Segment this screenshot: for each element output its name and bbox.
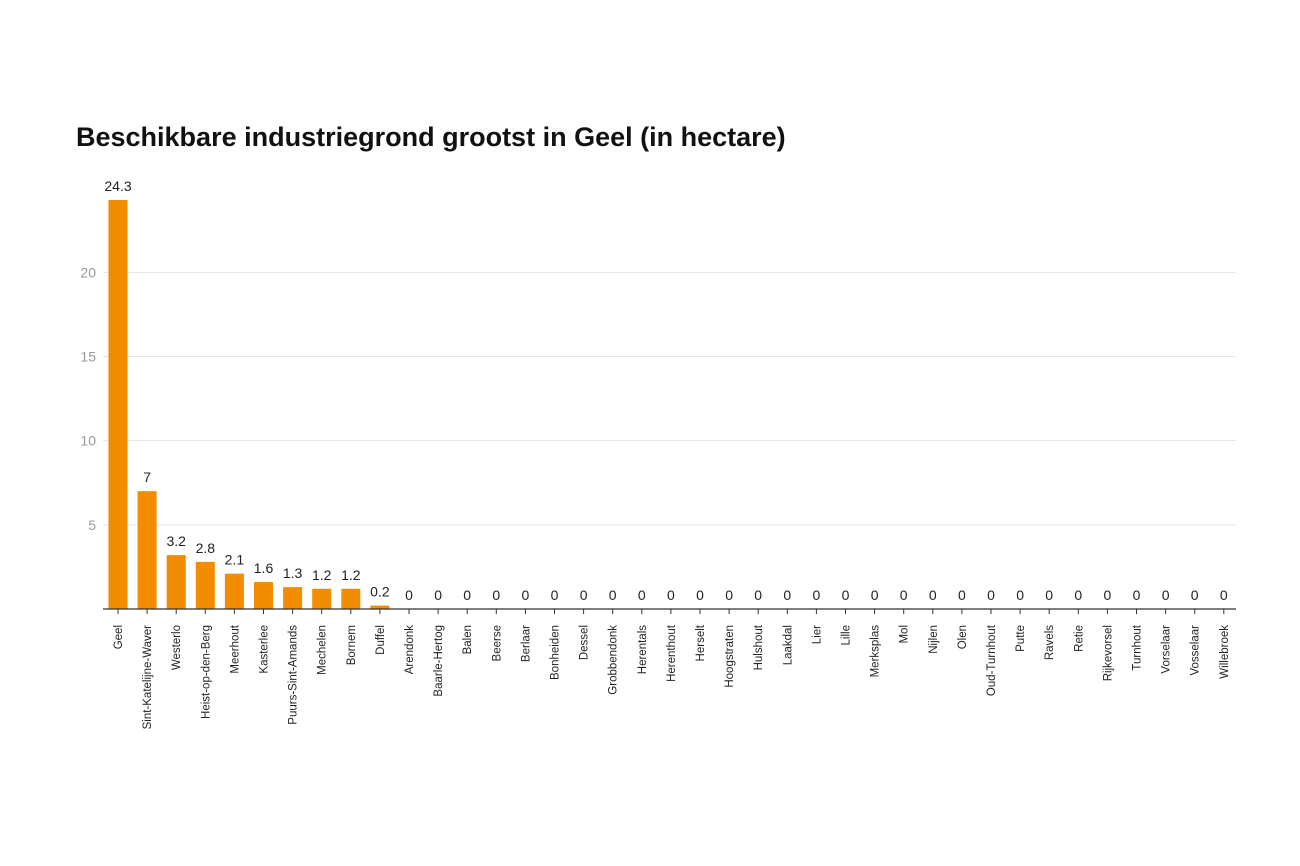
category-label: Herenthout xyxy=(666,624,678,682)
data-label: 0 xyxy=(783,587,791,603)
chart-title: Beschikbare industriegrond grootst in Ge… xyxy=(76,122,786,152)
labels: 5 10 15 20 24.3 Geel 7 Sint-Katelijne-Waver 3.2 W… xyxy=(80,178,1230,729)
bar xyxy=(108,200,128,609)
data-label: 0 xyxy=(929,587,937,603)
category-label: Berlaar xyxy=(520,625,532,662)
category-label: Geel xyxy=(113,625,125,649)
category-label: Turnhout xyxy=(1132,624,1144,670)
data-label: 1.6 xyxy=(254,560,274,576)
category-label: Kasterlee xyxy=(259,625,271,674)
y-tick-label: 10 xyxy=(80,433,96,449)
category-label: Oud-Turnhout xyxy=(986,624,998,696)
data-label: 0 xyxy=(1074,587,1082,603)
y-tick-label: 5 xyxy=(88,517,96,533)
category-label: Olen xyxy=(957,625,969,649)
data-label: 0 xyxy=(1045,587,1053,603)
category-label: Baarle-Hertog xyxy=(433,625,445,697)
data-label: 0 xyxy=(1016,587,1024,603)
category-label: Bornem xyxy=(346,625,358,665)
category-label: Putte xyxy=(1015,625,1027,652)
category-label: Vorselaar xyxy=(1161,625,1173,674)
category-label: Lille xyxy=(841,625,853,645)
bar xyxy=(341,588,361,609)
data-label: 0 xyxy=(1133,587,1141,603)
bar xyxy=(166,555,186,609)
category-label: Meerhout xyxy=(229,624,241,673)
bar xyxy=(283,587,303,609)
data-label: 0 xyxy=(1220,587,1228,603)
data-label: 2.8 xyxy=(196,540,216,556)
category-label: Retie xyxy=(1073,625,1085,652)
bar xyxy=(137,491,157,609)
category-label: Duffel xyxy=(375,625,387,655)
data-label: 0 xyxy=(871,587,879,603)
data-label: 0 xyxy=(638,587,646,603)
data-label: 0 xyxy=(987,587,995,603)
data-label: 0 xyxy=(725,587,733,603)
data-label: 0 xyxy=(492,587,500,603)
category-label: Lier xyxy=(811,625,823,644)
category-label: Hoogstraten xyxy=(724,625,736,688)
category-label: Nijlen xyxy=(928,625,940,654)
category-label: Puurs-Sint-Amands xyxy=(288,625,300,725)
data-label: 0 xyxy=(813,587,821,603)
bars xyxy=(108,200,390,609)
category-label: Willebroek xyxy=(1219,625,1231,679)
category-label: Arendonk xyxy=(404,625,416,674)
bar xyxy=(370,605,390,609)
category-label: Heist-op-den-Berg xyxy=(200,625,212,719)
data-label: 3.2 xyxy=(166,533,186,549)
category-label: Herentals xyxy=(637,625,649,674)
category-label: Westerlo xyxy=(171,625,183,670)
category-label: Rijkevorsel xyxy=(1102,625,1114,681)
category-label: Dessel xyxy=(579,625,591,660)
data-label: 1.2 xyxy=(341,567,361,583)
data-label: 0 xyxy=(667,587,675,603)
category-label: Herselt xyxy=(695,624,707,661)
category-label: Sint-Katelijne-Waver xyxy=(142,625,154,730)
category-label: Beerse xyxy=(491,625,503,661)
category-label: Hulshout xyxy=(753,624,765,670)
category-label: Vosselaar xyxy=(1190,625,1202,676)
data-label: 0 xyxy=(463,587,471,603)
data-label: 0 xyxy=(958,587,966,603)
data-label: 7 xyxy=(143,469,151,485)
data-label: 0.2 xyxy=(370,584,390,600)
data-label: 0 xyxy=(696,587,704,603)
gridlines xyxy=(103,271,1236,526)
data-label: 0 xyxy=(405,587,413,603)
category-label: Grobbendonk xyxy=(608,625,620,695)
category-label: Ravels xyxy=(1044,625,1056,660)
data-label: 0 xyxy=(1104,587,1112,603)
data-label: 1.2 xyxy=(312,567,332,583)
x-axis xyxy=(103,608,1236,614)
category-label: Bonheiden xyxy=(550,625,562,680)
data-label: 0 xyxy=(754,587,762,603)
data-label: 0 xyxy=(609,587,617,603)
data-label: 0 xyxy=(580,587,588,603)
bar xyxy=(224,573,244,609)
category-label: Laakdal xyxy=(782,625,794,665)
bar xyxy=(312,588,332,609)
data-label: 0 xyxy=(1191,587,1199,603)
data-label: 0 xyxy=(842,587,850,603)
data-label: 0 xyxy=(434,587,442,603)
data-label: 0 xyxy=(551,587,559,603)
category-label: Mechelen xyxy=(317,625,329,675)
y-tick-label: 20 xyxy=(80,264,96,280)
category-label: Mol xyxy=(899,625,911,644)
data-label: 2.1 xyxy=(225,552,245,568)
bar xyxy=(254,582,273,609)
data-label: 24.3 xyxy=(104,178,131,194)
category-label: Merksplas xyxy=(870,625,882,678)
data-label: 1.3 xyxy=(283,565,303,581)
bar xyxy=(195,561,215,609)
data-label: 0 xyxy=(900,587,908,603)
data-label: 0 xyxy=(1162,587,1170,603)
y-tick-label: 15 xyxy=(80,349,96,365)
category-label: Balen xyxy=(462,625,474,654)
data-label: 0 xyxy=(522,587,530,603)
